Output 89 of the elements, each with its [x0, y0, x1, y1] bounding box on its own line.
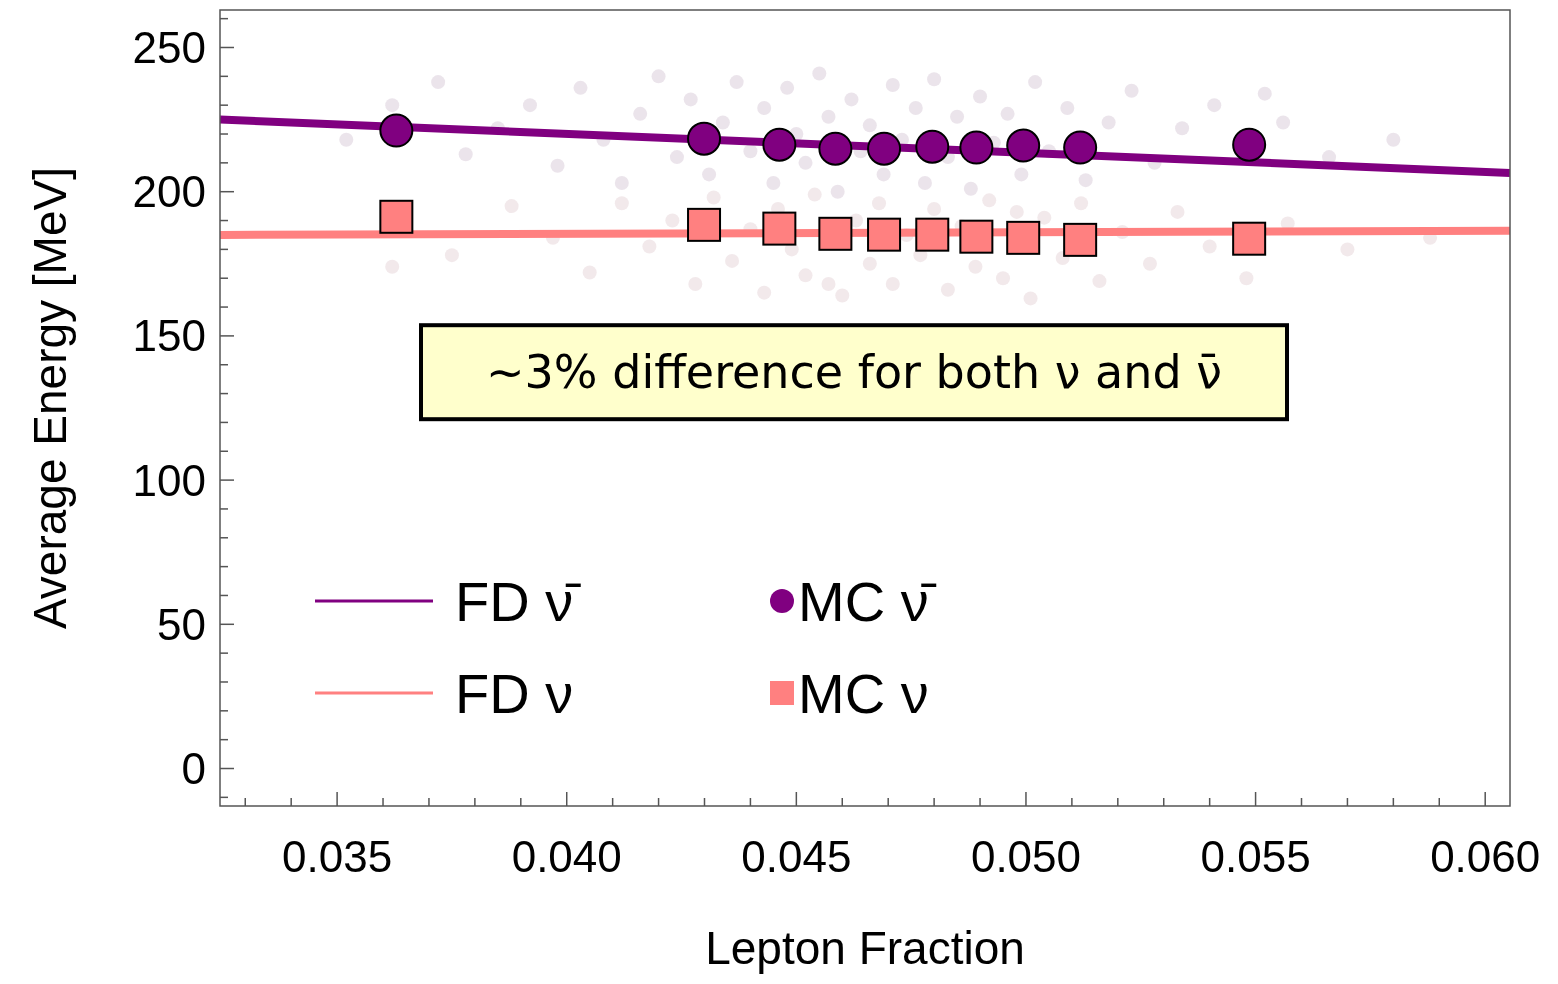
- point: [431, 75, 446, 90]
- point: [1276, 115, 1291, 130]
- point: [908, 101, 923, 116]
- point: [1175, 121, 1190, 136]
- point: [743, 144, 758, 159]
- y-tick-label: 0: [181, 743, 206, 793]
- point: [614, 176, 629, 191]
- x-tick-label: 0.040: [511, 832, 622, 881]
- point: [867, 131, 902, 166]
- x-tick-label: 0.050: [970, 832, 1082, 881]
- point: [812, 66, 827, 81]
- point: [633, 106, 648, 121]
- point: [339, 132, 354, 147]
- point: [1386, 132, 1401, 147]
- point: [917, 176, 932, 191]
- point: [818, 131, 853, 166]
- point: [844, 92, 859, 107]
- point: [927, 72, 942, 87]
- point: [1063, 222, 1098, 257]
- point: [669, 150, 684, 165]
- y-tick-label: 100: [132, 455, 206, 505]
- point: [729, 75, 744, 90]
- x-tick-label: 0.035: [282, 832, 393, 881]
- point: [762, 127, 797, 162]
- point: [642, 239, 657, 254]
- point: [798, 155, 813, 170]
- point: [1009, 204, 1024, 219]
- point: [1232, 221, 1267, 256]
- legend-label: MC ν̄: [798, 569, 937, 633]
- point: [1014, 167, 1029, 182]
- point: [379, 199, 414, 234]
- x-axis-title: Lepton Fraction: [705, 922, 1025, 974]
- point: [821, 109, 836, 124]
- legend-label: FD ν̄: [455, 569, 582, 633]
- point: [573, 80, 588, 95]
- point: [950, 109, 965, 124]
- point: [683, 92, 698, 107]
- point: [963, 181, 978, 196]
- legend-label: FD ν: [455, 661, 574, 725]
- point: [959, 130, 994, 165]
- y-tick-label: 250: [132, 22, 206, 72]
- point: [1028, 75, 1043, 90]
- point: [959, 219, 994, 254]
- point: [915, 129, 950, 164]
- point: [1078, 173, 1093, 188]
- point: [915, 217, 950, 252]
- point: [780, 80, 795, 95]
- point: [973, 89, 988, 104]
- point: [687, 207, 722, 242]
- point: [762, 211, 797, 246]
- point: [651, 69, 666, 84]
- point: [715, 115, 730, 130]
- point: [1257, 86, 1272, 101]
- point: [818, 216, 853, 251]
- point: [885, 77, 900, 92]
- annotation: ∼3% difference for both ν and ν̄: [486, 345, 1222, 400]
- point: [702, 167, 717, 182]
- point: [1000, 106, 1015, 121]
- x-tick-label: 0.060: [1430, 832, 1541, 881]
- legend-label: MC ν: [798, 661, 929, 725]
- point: [1006, 128, 1041, 163]
- point: [385, 98, 400, 113]
- point: [1006, 220, 1041, 255]
- point: [830, 184, 845, 199]
- point: [687, 121, 722, 156]
- point: [876, 167, 891, 182]
- point: [757, 101, 772, 116]
- y-tick-label: 200: [132, 167, 206, 217]
- point: [862, 118, 877, 133]
- point: [1101, 115, 1116, 130]
- point: [1037, 210, 1052, 225]
- point: [458, 147, 473, 162]
- point: [1060, 101, 1075, 116]
- point: [766, 176, 781, 191]
- point: [522, 98, 537, 113]
- y-tick-label: 150: [132, 311, 206, 361]
- x-tick-label: 0.055: [1200, 832, 1311, 881]
- point: [1232, 127, 1267, 162]
- point: [665, 213, 680, 228]
- x-tick-label: 0.045: [741, 832, 852, 881]
- point: [1207, 98, 1222, 113]
- y-axis-title: Average Energy [MeV]: [24, 167, 76, 629]
- point: [1124, 83, 1139, 98]
- point: [550, 158, 565, 173]
- point: [867, 217, 902, 252]
- point: [379, 113, 414, 148]
- point: [927, 202, 942, 216]
- point: [1063, 130, 1098, 165]
- y-tick-label: 50: [157, 599, 206, 649]
